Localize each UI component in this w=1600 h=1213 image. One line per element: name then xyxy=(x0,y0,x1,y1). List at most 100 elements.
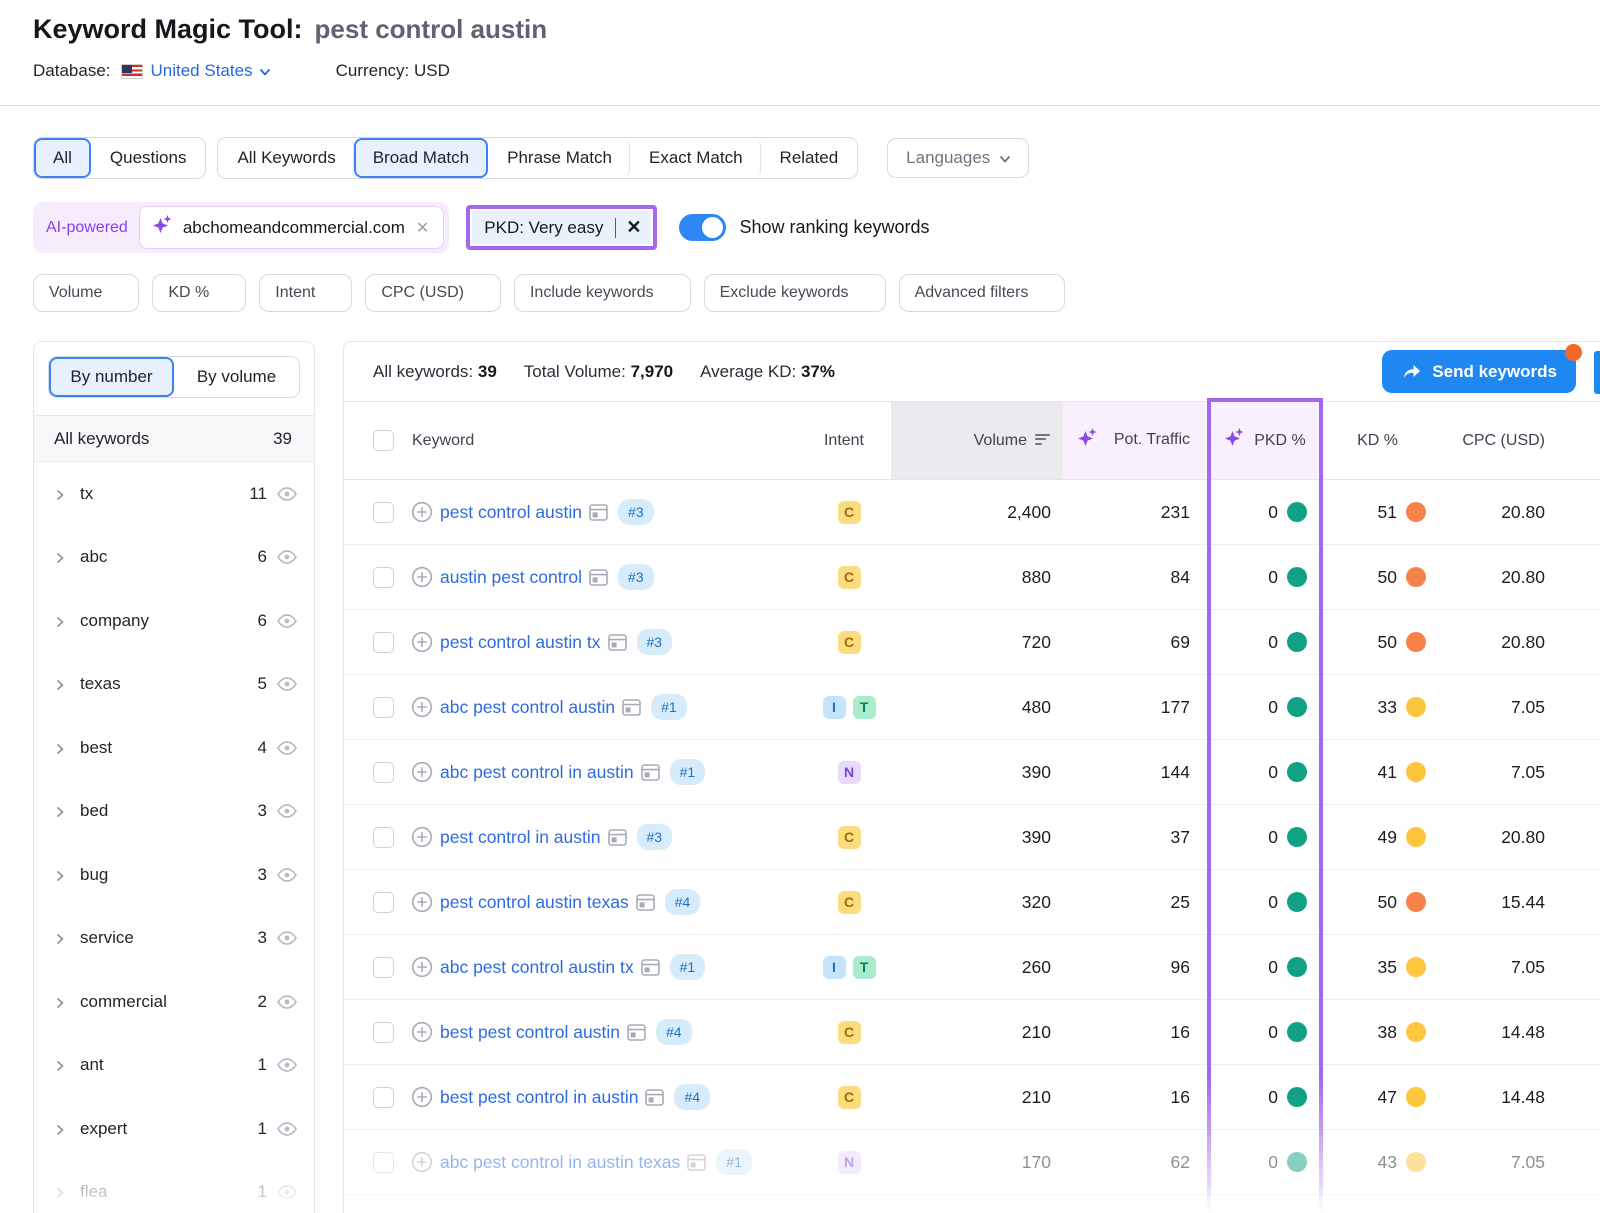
row-checkbox[interactable] xyxy=(373,891,394,913)
match-type-tab[interactable]: Questions xyxy=(90,138,206,178)
serp-features-icon[interactable] xyxy=(645,1088,665,1106)
keyword-link[interactable]: pest control austin tx xyxy=(440,631,601,652)
serp-features-icon[interactable] xyxy=(687,1153,707,1171)
filter-dropdown[interactable]: Include keywords xyxy=(513,274,691,312)
intent-badge[interactable]: I xyxy=(822,695,846,719)
eye-icon[interactable] xyxy=(276,673,298,695)
column-pot-traffic[interactable]: Pot. Traffic xyxy=(1113,431,1190,449)
ranking-position-badge[interactable]: #3 xyxy=(636,628,673,656)
row-checkbox[interactable] xyxy=(373,826,394,848)
keyword-link[interactable]: pest control in austin xyxy=(440,826,601,847)
row-checkbox[interactable] xyxy=(373,1086,394,1108)
languages-dropdown[interactable]: Languages xyxy=(887,138,1030,178)
add-keyword-icon[interactable] xyxy=(411,566,433,588)
keyword-link[interactable]: abc pest control austin xyxy=(440,696,616,717)
add-keyword-icon[interactable] xyxy=(411,956,433,978)
serp-features-icon[interactable] xyxy=(589,503,608,521)
keyword-link[interactable]: abc pest control austin tx xyxy=(440,956,634,977)
serp-features-icon[interactable] xyxy=(622,698,641,716)
match-type-tab[interactable]: All Keywords xyxy=(218,138,354,178)
ranking-position-badge[interactable]: #3 xyxy=(618,498,654,526)
eye-icon[interactable] xyxy=(276,546,298,568)
sort-desc-icon[interactable] xyxy=(1035,433,1051,448)
eye-icon[interactable] xyxy=(276,1054,298,1076)
filter-dropdown[interactable]: Intent xyxy=(259,274,353,312)
ranking-position-badge[interactable]: #4 xyxy=(655,1018,692,1046)
intent-badge[interactable]: I xyxy=(822,955,846,979)
keyword-group-item[interactable]: bed 3 xyxy=(34,780,314,844)
keyword-group-item[interactable]: company 6 xyxy=(34,589,314,653)
keyword-link[interactable]: best pest control austin xyxy=(440,1021,620,1042)
keyword-link[interactable]: abc pest control in austin xyxy=(440,761,634,782)
select-all-checkbox[interactable] xyxy=(373,430,394,451)
eye-icon[interactable] xyxy=(276,610,298,632)
pkd-filter-clear-icon[interactable]: ✕ xyxy=(626,217,642,237)
send-keywords-button[interactable]: Send keywords xyxy=(1382,344,1582,393)
keyword-group-item[interactable]: tx 11 xyxy=(34,462,314,526)
eye-icon[interactable] xyxy=(276,864,298,886)
row-checkbox[interactable] xyxy=(373,696,394,718)
column-intent[interactable]: Intent xyxy=(823,431,864,449)
intent-badge[interactable]: C xyxy=(837,890,861,914)
intent-badge[interactable]: C xyxy=(837,1020,861,1044)
keyword-link[interactable]: pest control austin texas xyxy=(440,891,629,912)
add-keyword-icon[interactable] xyxy=(411,826,433,848)
add-keyword-icon[interactable] xyxy=(411,1086,433,1108)
keyword-link[interactable]: abc pest control in austin texas xyxy=(440,1151,681,1172)
keyword-link[interactable]: best pest control in austin xyxy=(440,1086,639,1107)
eye-icon[interactable] xyxy=(276,991,298,1013)
intent-badge[interactable]: C xyxy=(837,630,861,654)
eye-icon[interactable] xyxy=(276,483,298,505)
match-type-tab[interactable]: Phrase Match xyxy=(488,138,630,178)
sidebar-sort-option[interactable]: By volume xyxy=(174,357,299,397)
add-keyword-icon[interactable] xyxy=(411,696,433,718)
keyword-group-item[interactable]: flea 1 xyxy=(34,1161,314,1213)
keyword-group-item[interactable]: commercial 2 xyxy=(34,970,314,1034)
intent-badge[interactable]: T xyxy=(852,695,876,719)
column-keyword[interactable]: Keyword xyxy=(412,431,475,449)
domain-filter-input[interactable]: abchomeandcommercial.com ✕ xyxy=(138,206,445,249)
serp-features-icon[interactable] xyxy=(607,633,627,651)
filter-dropdown[interactable]: Exclude keywords xyxy=(703,274,886,312)
keyword-group-item[interactable]: bug 3 xyxy=(34,843,314,907)
add-keyword-icon[interactable] xyxy=(411,761,433,783)
intent-badge[interactable]: N xyxy=(837,1150,861,1174)
keyword-group-item[interactable]: best 4 xyxy=(34,716,314,780)
add-keyword-icon[interactable] xyxy=(411,501,433,523)
intent-badge[interactable]: C xyxy=(837,1085,861,1109)
column-kd[interactable]: KD % xyxy=(1357,431,1398,449)
row-checkbox[interactable] xyxy=(373,956,394,978)
match-type-tab[interactable]: Related xyxy=(760,138,858,178)
intent-badge[interactable]: C xyxy=(837,500,861,524)
row-checkbox[interactable] xyxy=(373,1151,394,1173)
row-checkbox[interactable] xyxy=(373,1021,394,1043)
add-keyword-icon[interactable] xyxy=(411,631,433,653)
eye-icon[interactable] xyxy=(276,737,298,759)
row-checkbox[interactable] xyxy=(373,761,394,783)
serp-features-icon[interactable] xyxy=(640,763,660,781)
keyword-group-item[interactable]: texas 5 xyxy=(34,653,314,717)
row-checkbox[interactable] xyxy=(373,501,394,523)
row-checkbox[interactable] xyxy=(373,631,394,653)
ranking-position-badge[interactable]: #1 xyxy=(651,693,687,721)
filter-dropdown[interactable]: CPC (USD) xyxy=(365,274,501,312)
keyword-group-item[interactable]: expert 1 xyxy=(34,1097,314,1161)
ranking-position-badge[interactable]: #4 xyxy=(664,888,701,916)
keyword-link[interactable]: pest control austin xyxy=(440,501,583,522)
pkd-filter-chip[interactable]: PKD: Very easy ✕ xyxy=(472,211,652,244)
ranking-position-badge[interactable]: #1 xyxy=(669,953,706,981)
intent-badge[interactable]: T xyxy=(852,955,876,979)
eye-icon[interactable] xyxy=(276,1181,298,1203)
add-keyword-icon[interactable] xyxy=(411,891,433,913)
database-select[interactable]: United States xyxy=(151,61,270,81)
serp-features-icon[interactable] xyxy=(627,1023,646,1041)
sidebar-sort-option[interactable]: By number xyxy=(49,357,174,397)
intent-badge[interactable]: C xyxy=(837,565,861,589)
intent-badge[interactable]: N xyxy=(837,760,861,784)
domain-filter-clear-icon[interactable]: ✕ xyxy=(415,219,430,237)
filter-dropdown[interactable]: Advanced filters xyxy=(898,274,1066,312)
match-type-tab[interactable]: Exact Match xyxy=(630,138,761,178)
filter-dropdown[interactable]: Volume xyxy=(33,274,140,312)
match-type-tab[interactable]: Broad Match xyxy=(353,138,489,178)
serp-features-icon[interactable] xyxy=(607,828,627,846)
